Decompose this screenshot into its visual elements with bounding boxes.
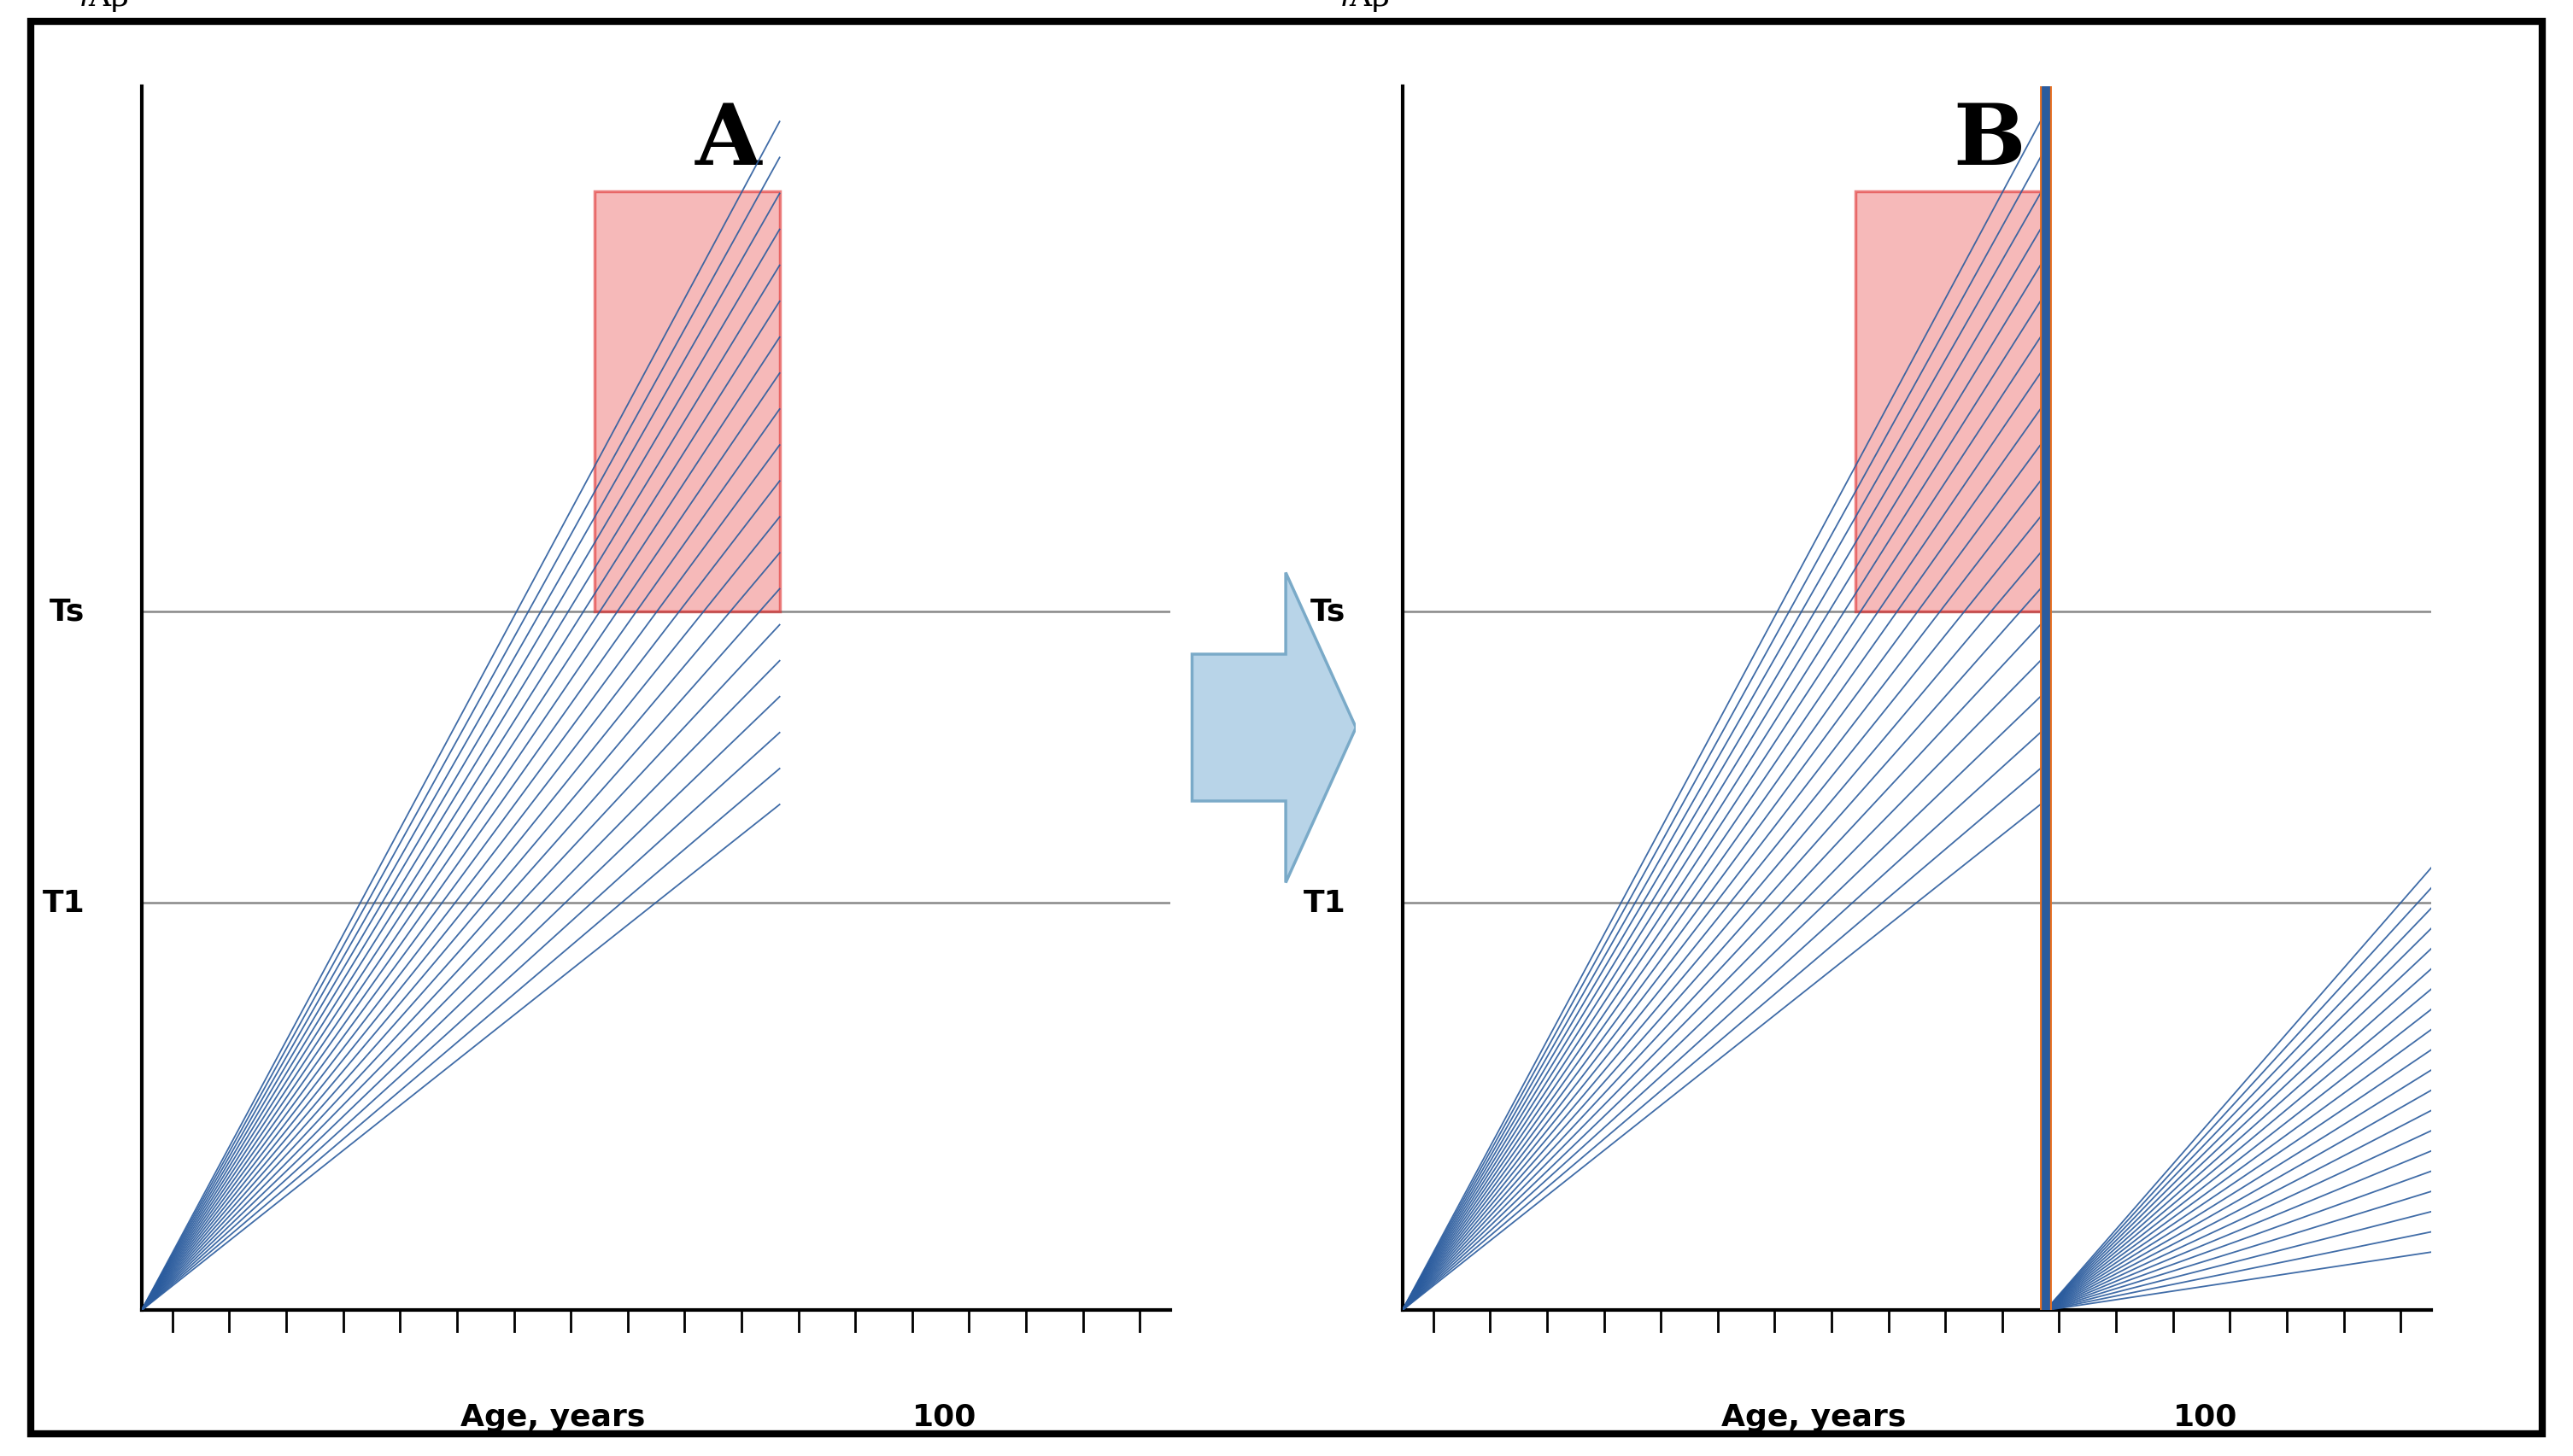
Text: Ts: Ts	[49, 597, 85, 626]
Text: T1: T1	[1302, 888, 1346, 917]
Text: $i$Aβ: $i$Aβ	[80, 0, 129, 15]
Text: Age, years: Age, years	[1721, 1402, 1907, 1431]
Bar	[594, 192, 780, 612]
Bar	[1855, 192, 2046, 612]
Text: 100: 100	[911, 1402, 978, 1431]
Text: $i$Aβ: $i$Aβ	[1341, 0, 1389, 15]
Text: Age, years: Age, years	[461, 1402, 646, 1431]
Text: B: B	[1953, 99, 2025, 182]
Text: A: A	[695, 99, 762, 182]
Text: Ts: Ts	[1310, 597, 1346, 626]
Text: 100: 100	[2172, 1402, 2239, 1431]
Text: T1: T1	[41, 888, 85, 917]
Polygon shape	[1191, 574, 1356, 882]
